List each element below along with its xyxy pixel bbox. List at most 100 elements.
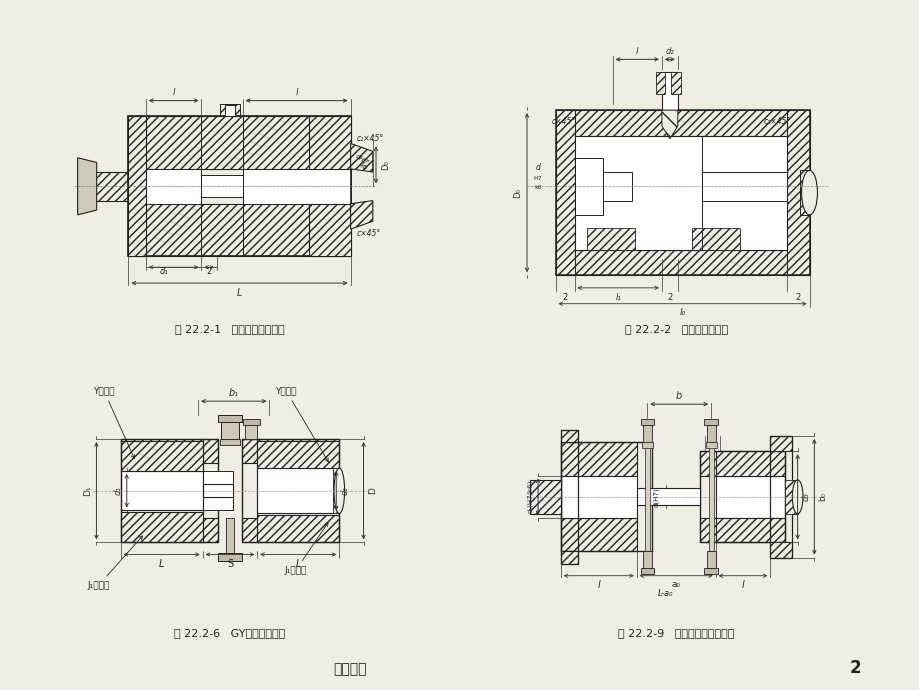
Bar <box>691 228 739 250</box>
Text: D₀: D₀ <box>380 160 390 170</box>
Bar <box>800 170 809 215</box>
Bar <box>715 451 785 475</box>
Bar <box>704 420 717 426</box>
Bar <box>574 135 787 250</box>
Bar <box>699 451 769 475</box>
Bar <box>661 72 677 110</box>
Bar <box>221 104 239 117</box>
Text: l: l <box>596 580 599 590</box>
Bar <box>671 72 680 95</box>
Text: l: l <box>295 88 298 97</box>
Bar <box>257 515 339 542</box>
Text: d₃: d₃ <box>800 493 810 501</box>
Ellipse shape <box>334 468 345 513</box>
Text: D₀: D₀ <box>513 188 522 197</box>
Bar <box>129 169 201 204</box>
Bar <box>243 420 259 426</box>
Bar <box>699 451 785 542</box>
Bar <box>333 468 339 513</box>
Text: k6: k6 <box>357 162 369 172</box>
Text: d: d <box>535 163 540 172</box>
Text: L-a₀: L-a₀ <box>657 589 673 598</box>
Bar <box>699 518 769 542</box>
Polygon shape <box>77 158 96 215</box>
Bar <box>257 441 339 468</box>
Bar <box>642 551 652 568</box>
Text: J₁型轴孔: J₁型轴孔 <box>87 536 142 590</box>
Bar <box>555 250 809 275</box>
Text: D: D <box>368 487 377 494</box>
Text: S: S <box>227 559 233 569</box>
Bar <box>561 442 636 475</box>
Text: 图 22.2-1   圆锥销套筒联轴器: 图 22.2-1 圆锥销套筒联轴器 <box>175 324 285 334</box>
Text: a₀: a₀ <box>671 580 680 589</box>
Bar <box>706 426 715 442</box>
Text: 2: 2 <box>666 293 672 302</box>
Bar <box>640 420 653 426</box>
Polygon shape <box>661 110 677 139</box>
Polygon shape <box>350 201 372 229</box>
Bar <box>561 430 577 564</box>
Bar <box>129 117 350 256</box>
Text: 2: 2 <box>207 268 211 277</box>
Bar <box>309 117 350 169</box>
Bar <box>218 415 242 422</box>
Text: 2: 2 <box>849 659 860 677</box>
Polygon shape <box>350 144 372 172</box>
Bar <box>641 442 652 448</box>
Bar <box>655 72 664 95</box>
Bar <box>530 480 561 514</box>
Bar <box>309 204 350 256</box>
Bar <box>574 172 631 201</box>
Bar <box>561 475 636 518</box>
Bar <box>120 441 202 471</box>
Bar <box>201 175 243 197</box>
Text: c₁×45°: c₁×45° <box>357 134 384 144</box>
Bar <box>555 110 809 135</box>
Bar <box>202 471 233 511</box>
Bar <box>220 439 240 445</box>
Text: k6: k6 <box>534 186 541 190</box>
Bar <box>129 204 350 256</box>
Bar <box>555 110 809 275</box>
Text: H7: H7 <box>533 176 542 181</box>
Text: J₁型轴孔: J₁型轴孔 <box>284 522 328 575</box>
Text: d₁: d₁ <box>160 268 168 277</box>
Bar <box>769 436 790 451</box>
Text: 图 22.2-6   GY型凸缘联轴器: 图 22.2-6 GY型凸缘联轴器 <box>175 629 285 638</box>
Bar <box>555 110 574 275</box>
Bar <box>257 468 339 513</box>
Bar <box>586 228 634 250</box>
Bar <box>218 553 242 560</box>
Text: d₂: d₂ <box>340 486 349 495</box>
Text: d₂: d₂ <box>708 430 716 439</box>
Bar <box>226 518 233 560</box>
Bar <box>705 442 716 448</box>
Bar <box>636 489 699 505</box>
Bar <box>701 172 787 201</box>
Bar <box>120 471 202 511</box>
Bar <box>242 439 339 542</box>
Bar <box>243 169 350 204</box>
Bar <box>120 439 218 464</box>
Bar <box>704 568 717 574</box>
Text: L: L <box>236 288 242 298</box>
Text: d₂: d₂ <box>664 46 674 55</box>
Bar <box>706 551 715 568</box>
Bar <box>644 445 649 551</box>
Text: l: l <box>635 46 638 55</box>
Bar <box>708 445 713 551</box>
Text: 2: 2 <box>562 293 567 302</box>
Bar <box>561 551 577 564</box>
Text: 2: 2 <box>795 293 800 302</box>
Ellipse shape <box>800 170 817 215</box>
Bar <box>561 430 577 442</box>
Bar <box>202 484 233 497</box>
Ellipse shape <box>791 480 802 514</box>
Bar <box>561 518 636 551</box>
Bar <box>715 475 785 518</box>
Text: c×45°: c×45° <box>357 229 380 239</box>
Bar <box>785 480 797 514</box>
Text: d(H7): d(H7) <box>652 487 659 506</box>
Text: b₀: b₀ <box>817 493 826 501</box>
